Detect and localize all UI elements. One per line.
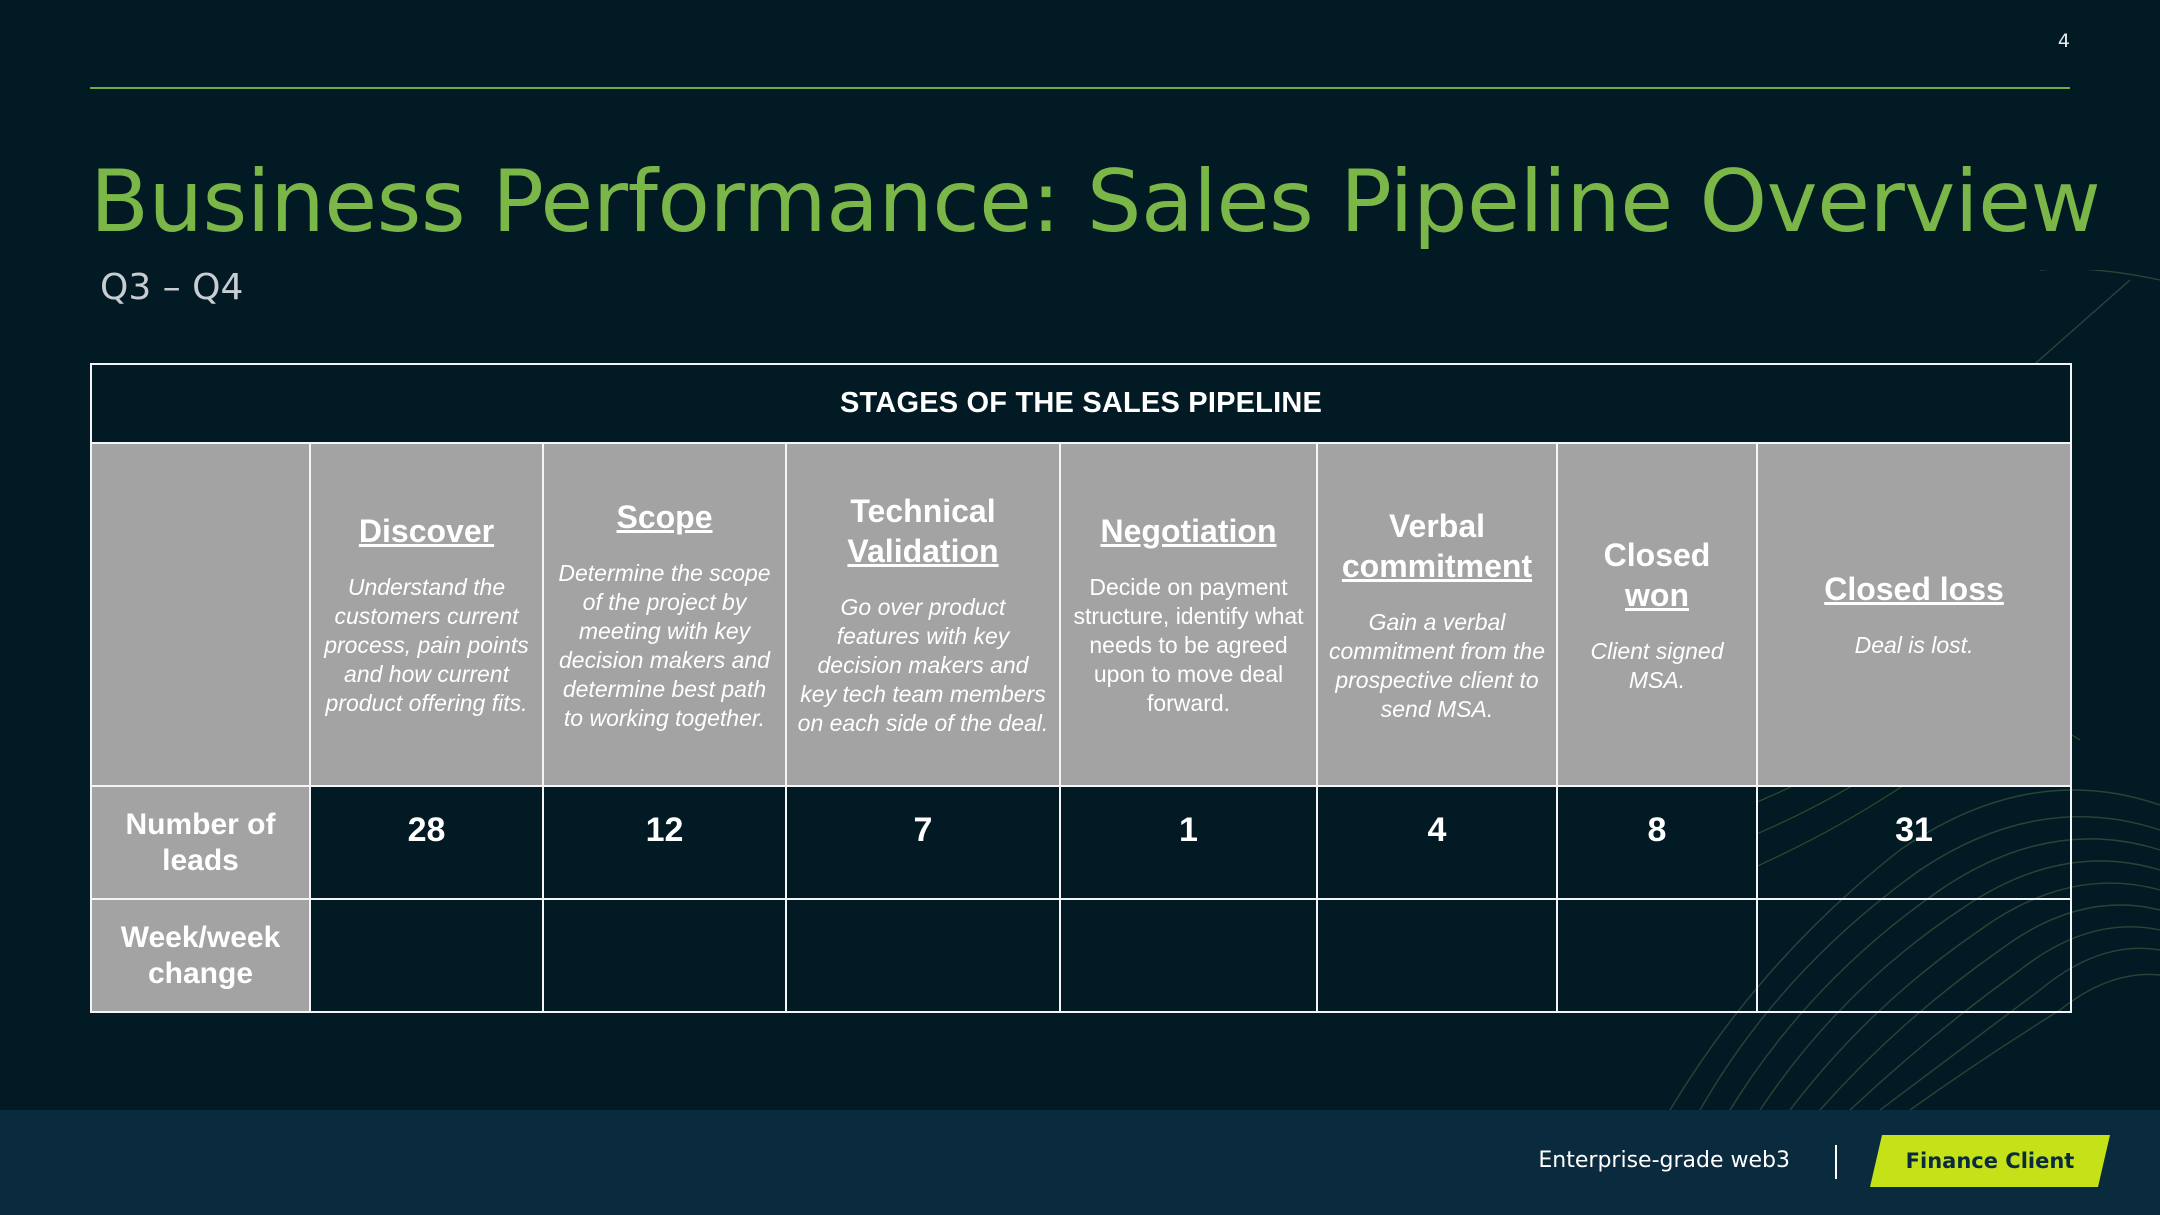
footer-tagline: Enterprise-grade web3 bbox=[1538, 1148, 1790, 1173]
stage-negotiation-description: Decide on payment structure, identify wh… bbox=[1073, 574, 1304, 716]
stage-verbal-commitment: Verbal commitment Gain a verbal commitme… bbox=[1316, 442, 1558, 787]
corner-cell bbox=[90, 442, 311, 787]
stage-closed-won-description: Client signed MSA. bbox=[1590, 637, 1724, 693]
row-label-leads: Number of leads bbox=[90, 785, 311, 900]
stage-closed-won-name: won bbox=[1625, 576, 1689, 613]
week-change-value bbox=[542, 898, 787, 1013]
stage-closed-won-name-line1: Closed bbox=[1603, 536, 1711, 573]
stage-scope: Scope Determine the scope of the project… bbox=[542, 442, 787, 787]
stage-verbal-commitment-name: commitment bbox=[1341, 547, 1533, 584]
sales-pipeline-table: STAGES OF THE SALES PIPELINE Discover Un… bbox=[89, 363, 2073, 1013]
week-change-value bbox=[1755, 898, 2073, 1013]
stage-closed-loss: Closed loss Deal is lost. bbox=[1755, 442, 2073, 787]
stage-scope-description: Determine the scope of the project by me… bbox=[558, 559, 771, 731]
week-change-value bbox=[1316, 898, 1558, 1013]
leads-value: 1 bbox=[1059, 785, 1318, 900]
header-rule bbox=[90, 87, 2070, 89]
page-title: Business Performance: Sales Pipeline Ove… bbox=[90, 152, 2101, 252]
footer-bar bbox=[0, 1110, 2160, 1215]
leads-value: 31 bbox=[1755, 785, 2073, 900]
stage-closed-loss-name: Closed loss bbox=[1824, 571, 2004, 607]
stage-verbal-commitment-description: Gain a verbal commitment from the prospe… bbox=[1329, 608, 1545, 722]
stage-verbal-commitment-name-line1: Verbal bbox=[1388, 507, 1486, 544]
leads-value: 12 bbox=[542, 785, 787, 900]
stage-discover-description: Understand the customers current process… bbox=[324, 574, 529, 716]
client-badge-label: Finance Client bbox=[1905, 1149, 2075, 1173]
week-change-value bbox=[1059, 898, 1318, 1013]
stage-technical-validation-name: Validation bbox=[847, 533, 999, 569]
stage-discover: Discover Understand the customers curren… bbox=[309, 442, 544, 787]
stages-row: Discover Understand the customers curren… bbox=[90, 442, 2073, 787]
stage-closed-won: Closed won Client signed MSA. bbox=[1556, 442, 1758, 787]
week-change-value bbox=[785, 898, 1061, 1013]
week-change-value bbox=[1556, 898, 1758, 1013]
stage-technical-validation-name-line1: Technical bbox=[850, 493, 996, 529]
stage-technical-validation-description: Go over product features with key decisi… bbox=[797, 594, 1049, 736]
week-change-value bbox=[309, 898, 544, 1013]
client-badge: Finance Client bbox=[1870, 1135, 2110, 1187]
stage-technical-validation: Technical Validation Go over product fea… bbox=[785, 442, 1061, 787]
page-subtitle: Q3 – Q4 bbox=[100, 267, 244, 308]
leads-value: 28 bbox=[309, 785, 544, 900]
stage-discover-name: Discover bbox=[358, 513, 495, 549]
stage-scope-name: Scope bbox=[616, 498, 713, 535]
badge-shape bbox=[1870, 1135, 2110, 1187]
leads-value: 4 bbox=[1316, 785, 1558, 900]
leads-value: 7 bbox=[785, 785, 1061, 900]
leads-value: 8 bbox=[1556, 785, 1758, 900]
week-change-row: Week/week change bbox=[90, 898, 2073, 1013]
page-number: 4 bbox=[2057, 30, 2070, 52]
leads-row: Number of leads 28 12 7 1 4 8 31 bbox=[90, 785, 2073, 900]
row-label-week-change: Week/week change bbox=[90, 898, 311, 1013]
stage-closed-loss-description: Deal is lost. bbox=[1854, 632, 1974, 658]
stage-negotiation: Negotiation Decide on payment structure,… bbox=[1059, 442, 1318, 787]
table-header: STAGES OF THE SALES PIPELINE bbox=[89, 363, 2073, 444]
stage-negotiation-name: Negotiation bbox=[1100, 513, 1277, 549]
footer-divider bbox=[1835, 1145, 1837, 1179]
